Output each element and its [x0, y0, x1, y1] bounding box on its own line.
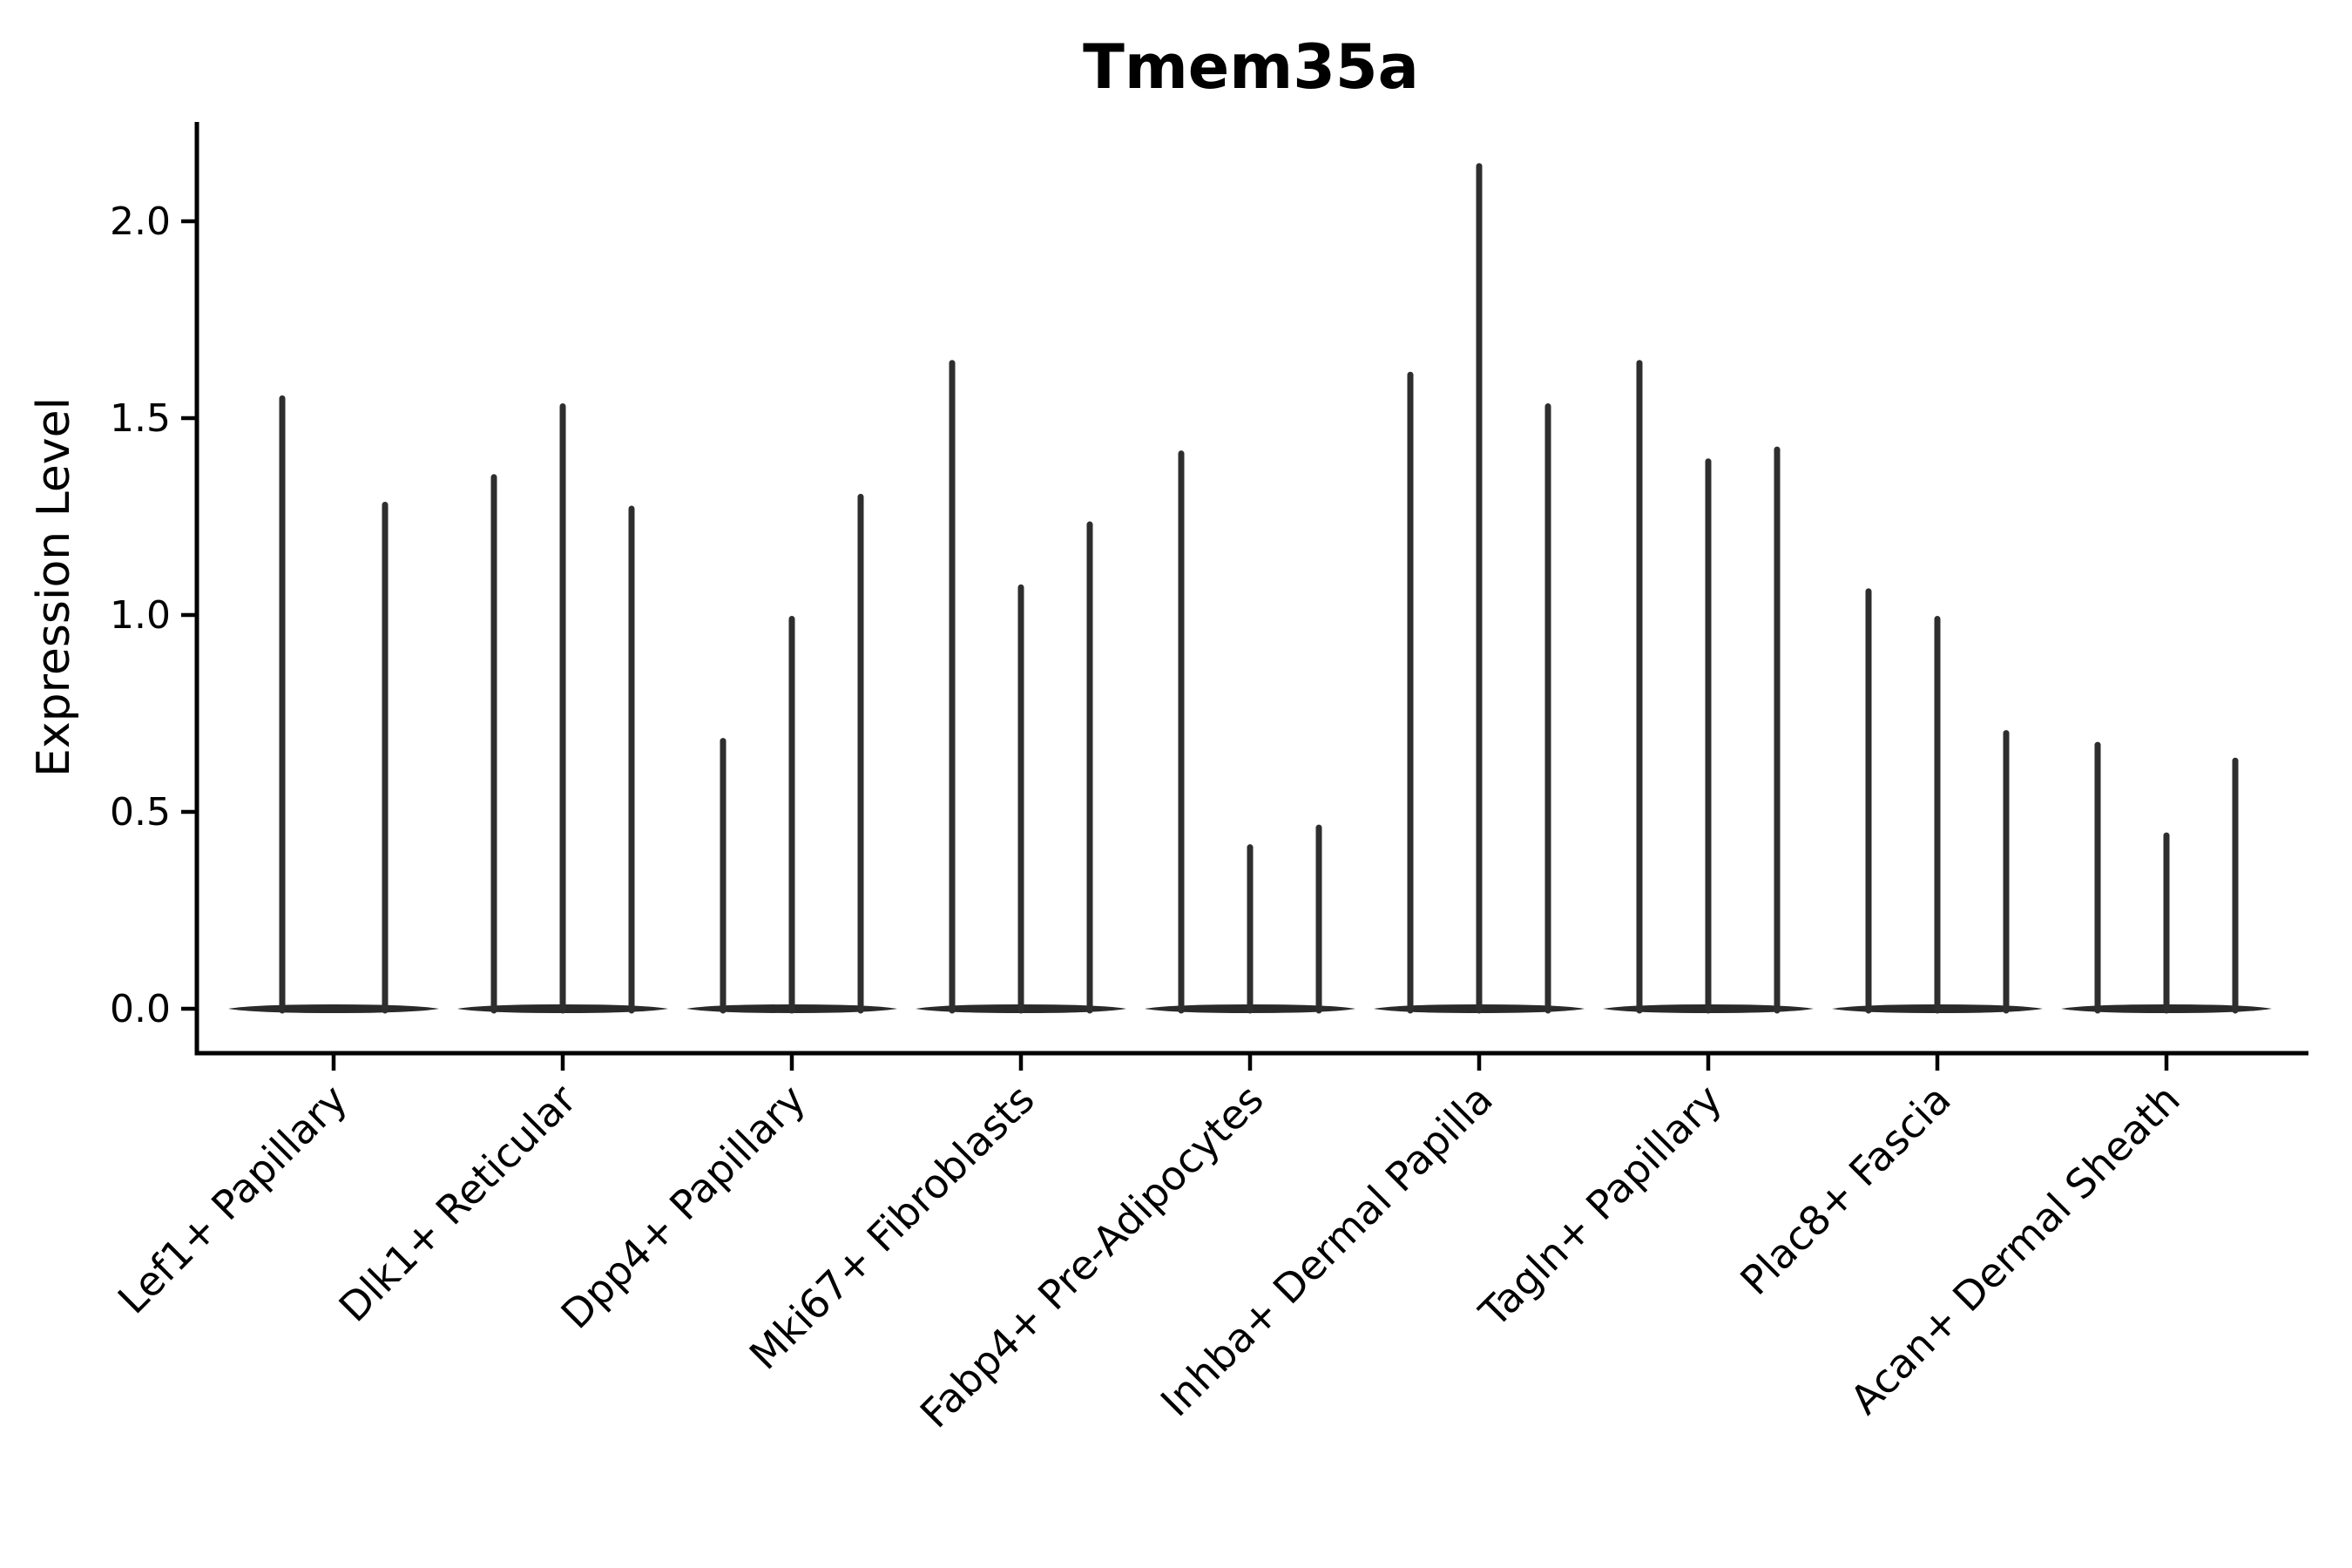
- y-tick-label: 0.0: [110, 987, 171, 1031]
- y-tick-label: 2.0: [110, 199, 171, 244]
- x-tick-label: Dlk1+ Reticular: [330, 1076, 585, 1331]
- y-tick-label: 1.0: [110, 593, 171, 638]
- y-tick-label: 0.5: [110, 790, 171, 835]
- x-tick-label: Tagln+ Papillary: [1470, 1076, 1731, 1337]
- x-tick-label: Lef1+ Papillary: [109, 1076, 356, 1323]
- x-tick-label: Dpp4+ Papillary: [552, 1076, 814, 1338]
- violin-base: [228, 1004, 439, 1013]
- y-tick-label: 1.5: [110, 396, 171, 441]
- chart-title: Tmem35a: [1083, 31, 1419, 103]
- x-tick-label: Plac8+ Fascia: [1731, 1076, 1959, 1304]
